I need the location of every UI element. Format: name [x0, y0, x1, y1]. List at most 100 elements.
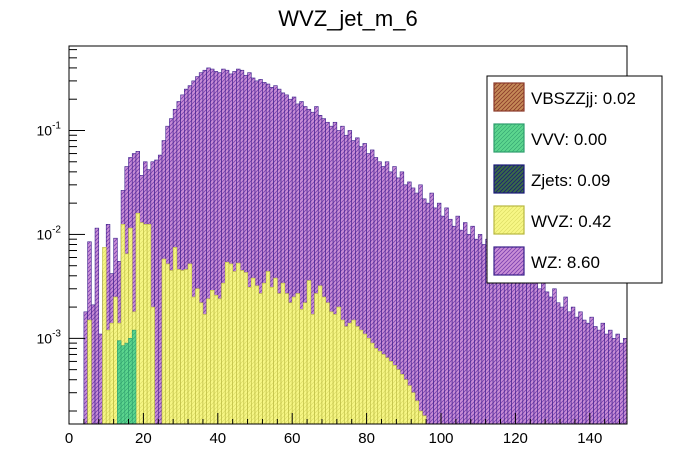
bar-wz-bin-101: [444, 207, 449, 424]
bar-wvz-bin-91: [407, 385, 412, 424]
bar-wvz-bin-95: [422, 415, 427, 424]
bar-wvz-bin-57: [280, 282, 286, 424]
bar-vvv-bin-17: [131, 329, 137, 424]
legend-label-wz: WZ: 8.60: [531, 253, 600, 272]
bar-wz-bin-140: [589, 316, 594, 424]
bar-wz-bin-24: [157, 154, 163, 424]
legend-swatch-wvz: [493, 205, 525, 235]
bar-wvz-bin-74: [343, 326, 349, 424]
x-tick-label: 100: [428, 430, 453, 447]
legend-swatch-wz: [493, 246, 525, 276]
bar-wvz-bin-50: [254, 285, 260, 424]
bar-wvz-bin-85: [384, 357, 390, 424]
bar-wz-bin-100: [440, 215, 446, 424]
bar-wvz-bin-48: [247, 286, 252, 424]
bar-wz-bin-136: [574, 316, 579, 424]
bar-wvz-bin-19: [139, 222, 144, 424]
bar-wvz-bin-66: [314, 293, 319, 424]
bar-wvz-bin-83: [377, 351, 382, 424]
legend-swatch-zjets: [493, 164, 525, 194]
bar-wz-bin-117: [503, 261, 509, 424]
y-tick-label: 10-3: [37, 328, 62, 346]
bar-wz-bin-4: [83, 311, 88, 424]
bar-wz-bin-145: [608, 329, 613, 424]
x-tick-label: 20: [135, 430, 152, 447]
bar-wvz-bin-21: [146, 224, 152, 424]
bar-wz-bin-6: [91, 304, 96, 424]
bar-wvz-bin-28: [172, 247, 178, 424]
bar-wz-bin-107: [466, 234, 472, 424]
bar-wvz-bin-79: [362, 333, 367, 424]
bar-wvz-bin-41: [221, 282, 226, 424]
bar-wvz-bin-30: [180, 270, 185, 424]
bar-wvz-bin-75: [347, 322, 353, 424]
bar-wvz-bin-56: [277, 293, 282, 424]
bar-wvz-bin-62: [299, 309, 304, 424]
bar-wvz-bin-68: [321, 296, 326, 424]
bar-wvz-bin-63: [303, 302, 308, 424]
bar-wz-bin-102: [448, 218, 453, 424]
bar-wz-bin-149: [622, 338, 627, 424]
x-tick-label: 60: [284, 430, 301, 447]
bar-wvz-bin-89: [399, 374, 405, 424]
bar-wvz-bin-49: [250, 277, 256, 424]
bar-wvz-bin-42: [224, 261, 230, 424]
bar-wz-bin-23: [154, 159, 159, 424]
bar-wvz-bin-61: [295, 293, 300, 424]
bar-wz-bin-138: [582, 319, 587, 424]
bar-wvz-bin-51: [258, 293, 263, 424]
bar-wvz-bin-59: [288, 302, 293, 424]
bar-wz-bin-105: [459, 229, 464, 424]
bar-wvz-bin-93: [414, 400, 419, 424]
bar-wz-bin-96: [425, 202, 431, 424]
bar-wvz-bin-65: [310, 314, 315, 424]
bar-wvz-bin-55: [273, 277, 278, 424]
bar-wvz-bin-53: [265, 271, 271, 424]
bar-wz-bin-94: [418, 184, 423, 424]
bar-wvz-bin-82: [373, 348, 379, 424]
bar-wvz-bin-32: [187, 263, 193, 424]
bar-wz-bin-128: [544, 291, 550, 424]
legend-label-wvz: WVZ: 0.42: [531, 212, 611, 231]
bar-wvz-bin-94: [418, 410, 423, 424]
bar-wz-bin-103: [451, 225, 457, 424]
bar-wvz-bin-88: [396, 369, 401, 424]
y-tick-label: 10-1: [37, 120, 62, 138]
bar-wz-bin-139: [585, 322, 591, 424]
bar-wvz-bin-18: [135, 212, 140, 424]
bar-wvz-bin-29: [176, 269, 181, 424]
bar-wz-bin-121: [518, 265, 524, 424]
bar-wvz-bin-43: [228, 263, 233, 424]
bar-wz-bin-133: [563, 296, 568, 424]
bar-wz-bin-118: [507, 265, 512, 424]
bar-wz-bin-99: [436, 202, 442, 424]
legend-swatch-vbszzjj: [493, 82, 525, 112]
bar-wvz-bin-67: [317, 285, 323, 424]
bar-wvz-bin-35: [198, 302, 204, 424]
bar-wvz-bin-58: [284, 293, 289, 424]
bar-wz-bin-125: [533, 275, 539, 424]
bar-wvz-bin-9: [102, 247, 107, 424]
legend-label-vbszzjj: VBSZZjj: 0.02: [531, 89, 636, 108]
bar-wvz-bin-71: [332, 314, 338, 424]
bar-wvz-bin-80: [366, 338, 371, 424]
x-axis: 0 20 40 60 80 100 120 140: [65, 413, 621, 447]
legend-swatch-vvv: [493, 123, 525, 153]
bar-wvz-bin-12: [113, 296, 118, 424]
bar-wz-bin-122: [522, 275, 527, 424]
bar-wvz-bin-72: [336, 306, 341, 424]
bar-wz-bin-108: [470, 225, 475, 424]
bar-wvz-bin-84: [381, 354, 386, 424]
histogram-bars: [83, 67, 627, 424]
x-tick-label: 80: [358, 430, 375, 447]
bar-wvz-bin-22: [150, 306, 155, 424]
bar-wz-bin-109: [474, 238, 479, 424]
bar-wvz-bin-10: [105, 329, 111, 424]
bar-wz-bin-120: [515, 270, 520, 424]
bar-wvz-bin-54: [269, 286, 274, 424]
bar-wz-bin-110: [477, 234, 483, 424]
bar-wz-bin-134: [567, 311, 572, 424]
bar-wz-bin-143: [600, 322, 605, 424]
bar-wvz-bin-87: [392, 365, 397, 424]
